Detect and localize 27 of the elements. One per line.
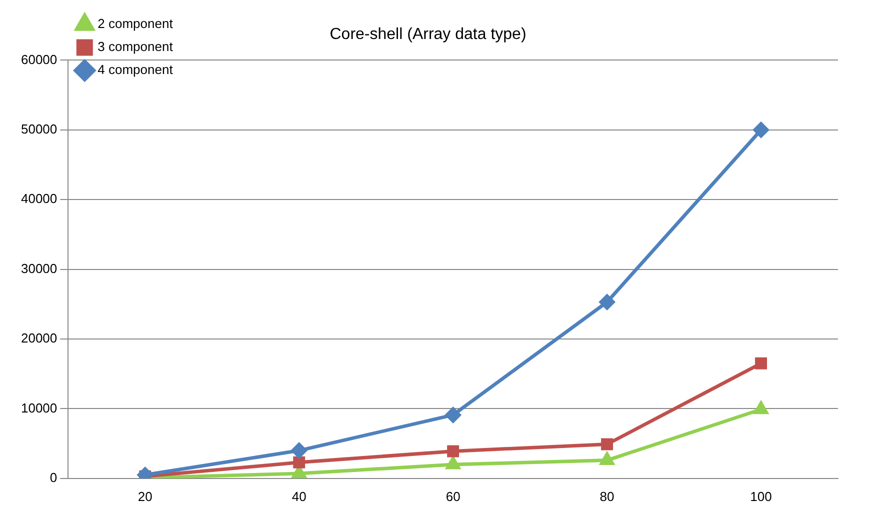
legend-label: 3 component (98, 39, 174, 54)
point (754, 402, 768, 414)
point (600, 452, 614, 466)
x-tick-label: 40 (292, 488, 306, 504)
y-tick-label: 60000 (20, 52, 58, 67)
y-tick-label: 30000 (20, 260, 58, 276)
point (755, 357, 768, 370)
point (293, 456, 306, 468)
y-tick-label: 40000 (20, 191, 58, 206)
x-tick-label: 80 (600, 488, 614, 504)
point (601, 438, 614, 450)
legend-label: 2 component (98, 16, 174, 32)
y-tick-label: 20000 (20, 330, 58, 346)
y-tick-label: 10000 (20, 400, 58, 416)
x-tick-label: 60 (446, 488, 460, 504)
point (291, 442, 307, 458)
y-tick-label: 0 (50, 470, 58, 485)
chart-title: Core-shell (Array data type) (330, 26, 526, 44)
point (445, 407, 461, 423)
y-tick-label: 50000 (20, 121, 58, 136)
x-tick-label: 100 (750, 488, 772, 504)
legend-label: 4 component (98, 62, 174, 78)
point (599, 294, 615, 310)
point (447, 445, 460, 458)
point (753, 122, 769, 138)
point (446, 456, 460, 470)
x-tick-label: 20 (138, 488, 152, 504)
